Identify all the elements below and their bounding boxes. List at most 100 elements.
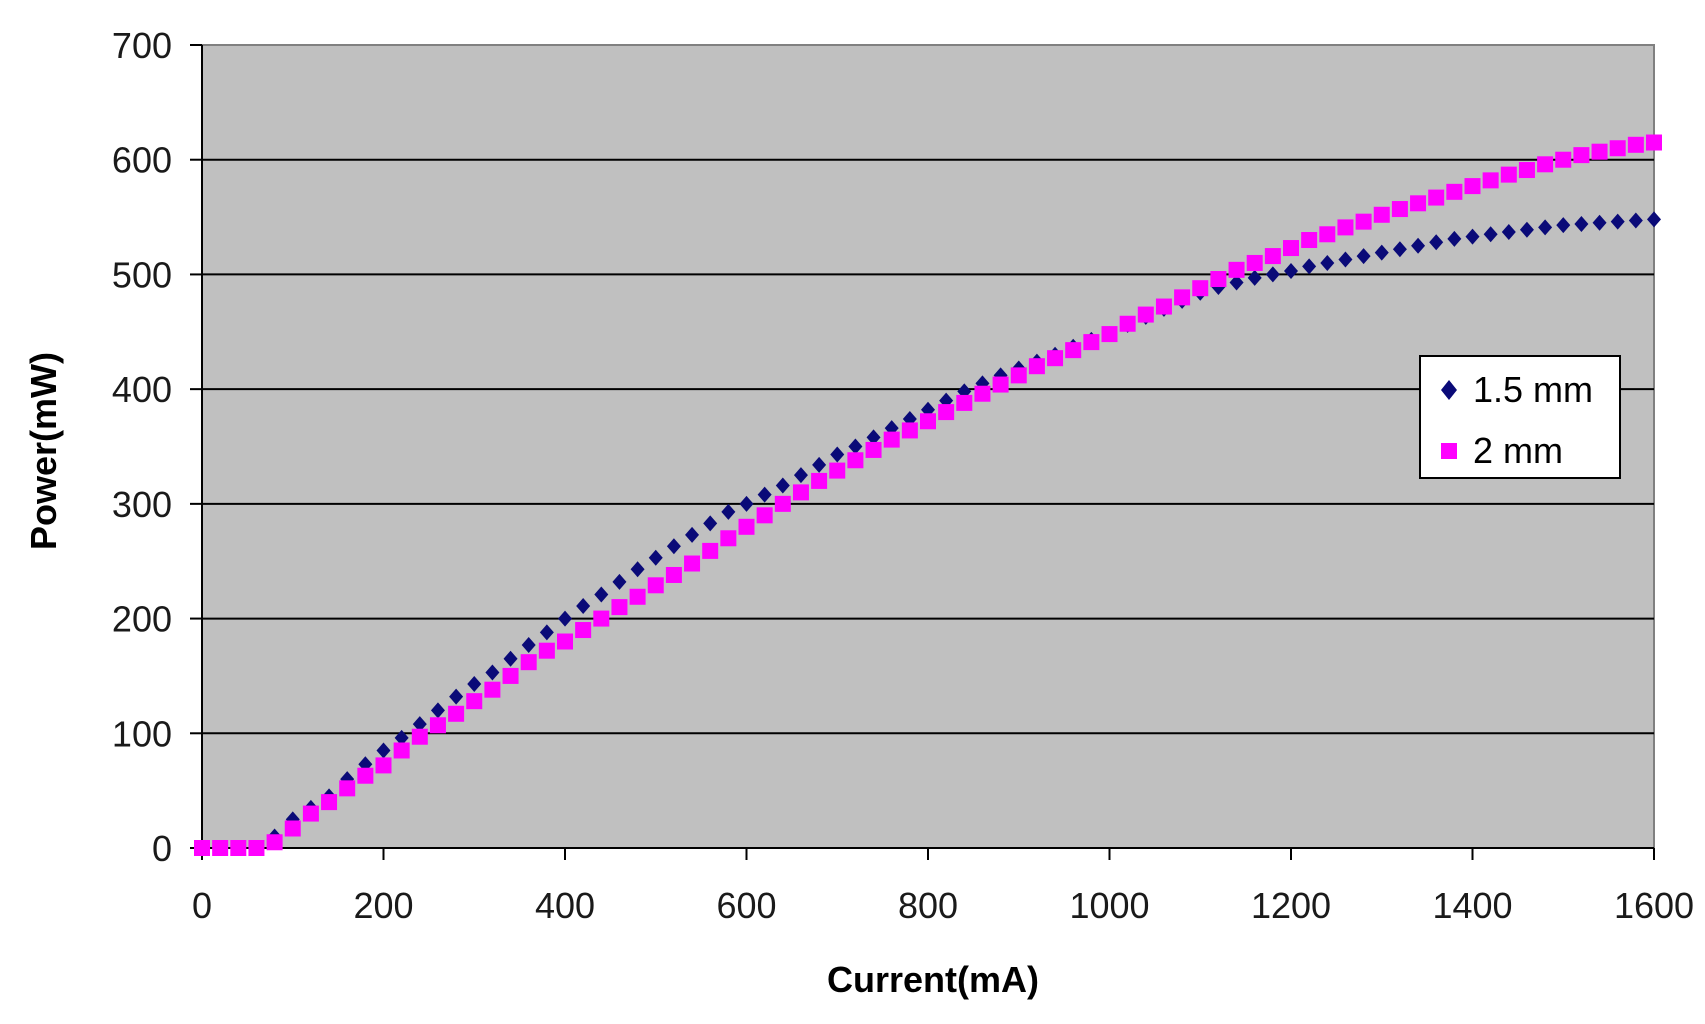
plot-area [201, 44, 1655, 849]
point-2mm-69 [1446, 183, 1463, 200]
point-1-5mm-28 [703, 515, 718, 532]
point-2mm-36 [847, 452, 864, 469]
point-1-5mm-11 [394, 729, 409, 746]
legend: 1.5 mm 2 mm [1419, 355, 1621, 479]
legend-label-2mm: 2 mm [1473, 430, 1563, 471]
point-2mm-38 [883, 431, 900, 448]
point-2mm-67 [1410, 195, 1427, 212]
point-1-5mm-26 [666, 538, 681, 555]
point-2mm-64 [1355, 213, 1372, 230]
point-1-5mm-75 [1556, 217, 1571, 234]
point-1-5mm-16 [485, 664, 500, 681]
point-2mm-31 [756, 507, 773, 524]
point-1-5mm-29 [721, 503, 736, 520]
point-2mm-34 [811, 472, 828, 489]
point-1-5mm-76 [1574, 215, 1589, 232]
point-1-5mm-65 [1374, 244, 1389, 261]
point-2mm-60 [1283, 240, 1299, 257]
point-2mm-25 [647, 577, 664, 594]
y-tick-label-0: 0 [152, 828, 172, 869]
point-1-5mm-74 [1538, 219, 1553, 236]
point-2mm-59 [1264, 248, 1281, 265]
point-2mm-13 [429, 717, 446, 734]
point-2mm-78 [1609, 140, 1626, 157]
point-2mm-61 [1301, 232, 1318, 249]
point-2mm-65 [1373, 206, 1390, 223]
point-2mm-29 [720, 530, 737, 547]
point-2mm-20 [557, 633, 573, 650]
point-2mm-71 [1482, 172, 1499, 189]
point-1-5mm-73 [1519, 221, 1534, 238]
point-2mm-49 [1083, 334, 1100, 351]
point-2mm-72 [1500, 166, 1517, 183]
point-2mm-12 [411, 728, 428, 745]
point-1-5mm-20 [558, 610, 572, 627]
point-2mm-1 [212, 840, 229, 856]
point-2mm-57 [1228, 261, 1245, 278]
point-2mm-63 [1337, 219, 1354, 236]
point-1-5mm-67 [1411, 237, 1426, 254]
point-2mm-80 [1646, 134, 1662, 151]
point-2mm-35 [829, 462, 846, 479]
point-2mm-77 [1591, 143, 1608, 160]
point-1-5mm-23 [612, 573, 627, 590]
point-2mm-54 [1174, 289, 1191, 306]
point-2mm-2 [230, 840, 247, 856]
point-2mm-43 [974, 385, 991, 402]
legend-marker-2mm [1441, 443, 1457, 459]
x-tick-label-1600: 1600 [1614, 885, 1694, 926]
point-1-5mm-78 [1610, 213, 1625, 230]
point-2mm-44 [992, 376, 1009, 393]
point-1-5mm-62 [1320, 254, 1335, 271]
point-2mm-39 [901, 422, 918, 439]
point-1-5mm-22 [594, 586, 609, 603]
point-1-5mm-31 [757, 486, 772, 503]
point-1-5mm-58 [1247, 269, 1262, 286]
point-2mm-5 [284, 820, 301, 837]
point-2mm-51 [1119, 315, 1136, 332]
point-2mm-74 [1537, 156, 1554, 173]
gridlines [202, 158, 1654, 735]
point-2mm-23 [611, 599, 628, 616]
point-2mm-8 [339, 780, 356, 797]
x-tick-label-200: 200 [353, 885, 413, 926]
point-1-5mm-80 [1647, 211, 1661, 228]
point-1-5mm-24 [630, 561, 645, 578]
point-2mm-40 [920, 413, 936, 430]
point-2mm-19 [538, 642, 555, 659]
point-1-5mm-19 [539, 624, 554, 641]
point-2mm-70 [1464, 178, 1481, 195]
point-2mm-62 [1319, 226, 1336, 243]
x-tick-label-1200: 1200 [1251, 885, 1331, 926]
point-1-5mm-59 [1265, 266, 1280, 283]
point-2mm-27 [684, 555, 701, 572]
point-1-5mm-21 [576, 597, 591, 614]
point-2mm-75 [1555, 151, 1572, 168]
y-tick-label-200: 200 [112, 599, 172, 640]
x-tick-label-600: 600 [716, 885, 776, 926]
point-2mm-79 [1627, 136, 1644, 153]
point-2mm-68 [1428, 189, 1445, 206]
point-2mm-48 [1065, 342, 1082, 359]
point-2mm-7 [321, 794, 338, 811]
point-1-5mm-32 [775, 477, 790, 494]
point-2mm-53 [1155, 298, 1172, 315]
point-1-5mm-15 [467, 675, 482, 692]
point-2mm-24 [629, 588, 646, 605]
point-2mm-55 [1192, 280, 1209, 297]
point-2mm-18 [520, 654, 537, 671]
point-1-5mm-18 [521, 636, 536, 653]
point-1-5mm-35 [830, 446, 845, 463]
point-2mm-21 [575, 622, 592, 639]
point-1-5mm-13 [430, 702, 445, 719]
point-1-5mm-72 [1501, 223, 1516, 240]
y-tick-label-700: 700 [112, 25, 172, 66]
point-2mm-9 [357, 767, 374, 784]
point-2mm-47 [1047, 350, 1064, 367]
point-2mm-26 [665, 566, 682, 583]
point-1-5mm-63 [1338, 251, 1353, 268]
point-1-5mm-10 [376, 742, 391, 759]
point-2mm-66 [1391, 201, 1408, 218]
y-tick-label-100: 100 [112, 713, 172, 754]
